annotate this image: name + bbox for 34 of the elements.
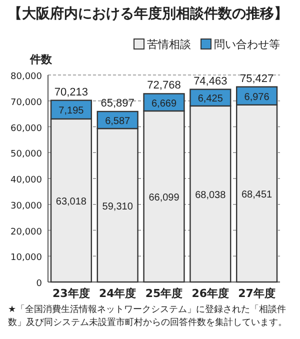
data-label: 6,669	[151, 98, 177, 110]
data-label: 6,425	[198, 94, 224, 105]
x-tick-label: 23年度	[52, 287, 90, 300]
total-label: 70,213	[54, 86, 88, 98]
y-tick-label: 10,000	[10, 253, 42, 264]
y-tick-label: 50,000	[10, 150, 42, 160]
y-tick-label: 30,000	[10, 201, 42, 212]
total-label: 74,463	[194, 75, 228, 88]
y-axis-title: 件数	[29, 53, 53, 66]
data-label: 68,451	[242, 189, 273, 200]
data-label: 68,038	[195, 190, 226, 201]
x-tick-label: 24年度	[98, 287, 136, 300]
data-label: 63,018	[56, 196, 87, 208]
text: ★「全国消費生活情報ネットワークシステム」に登録された「相談件数」及び同システム未設置市町村からの回答件数を集計しています。	[8, 304, 288, 330]
title: 【大阪府内における年度別相談件数の推移】	[8, 5, 288, 23]
x-tick-label: 25年度	[145, 287, 183, 300]
data-label: 59,310	[102, 201, 134, 212]
x-tick-label: 26年度	[192, 287, 230, 300]
data-label: 6,587	[105, 116, 131, 128]
legend-label: 苦情相談	[147, 38, 191, 51]
x-tick-label: 27年度	[238, 287, 276, 300]
data-label: 6,976	[244, 92, 270, 103]
y-tick-label: 20,000	[10, 227, 42, 238]
data-label: 7,195	[58, 106, 84, 117]
y-tick-label: 0	[36, 279, 42, 289]
total-label: 72,768	[147, 80, 181, 92]
total-label: 65,897	[100, 97, 134, 110]
y-tick-label: 80,000	[10, 72, 42, 82]
data-label: 66,099	[148, 192, 180, 204]
total-label: 75,427	[240, 72, 274, 85]
y-tick-label: 60,000	[10, 124, 42, 134]
y-tick-label: 70,000	[10, 98, 42, 108]
legend-label: 問い合わせ等	[214, 38, 280, 51]
y-tick-label: 40,000	[10, 176, 42, 186]
